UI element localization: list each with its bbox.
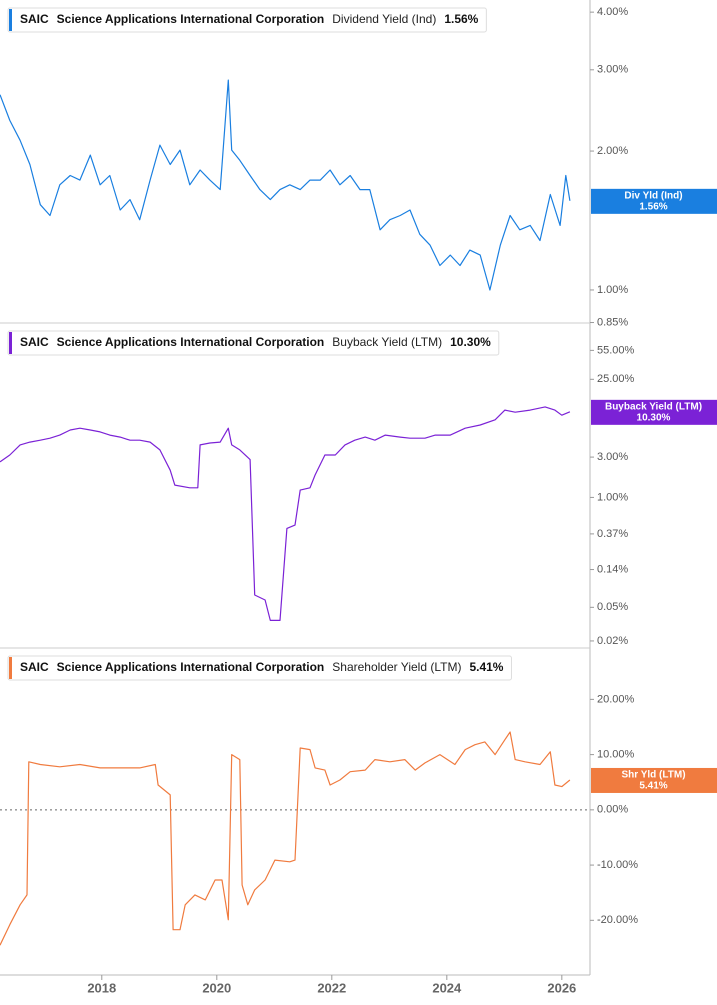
- y-tick-label: 55.00%: [597, 344, 635, 356]
- y-tick-label: 0.37%: [597, 528, 628, 540]
- y-tick-label: 4.00%: [597, 6, 628, 18]
- last-value: 10.30%: [450, 335, 491, 349]
- y-tick-label: 0.85%: [597, 316, 628, 328]
- y-tick-label: 3.00%: [597, 64, 628, 76]
- value-badge: [591, 767, 717, 793]
- series-line: [0, 406, 571, 621]
- y-tick-label: 0.00%: [597, 804, 628, 816]
- company-name: Science Applications International Corpo…: [57, 335, 325, 349]
- y-tick-label: 2.00%: [597, 145, 628, 157]
- y-tick-label: 25.00%: [597, 373, 635, 385]
- header-accent: [9, 332, 12, 354]
- value-badge: [591, 188, 717, 214]
- y-tick-label: 3.00%: [597, 451, 628, 463]
- y-tick-label: 0.14%: [597, 563, 628, 575]
- header-box: [7, 7, 487, 33]
- metric-name: Dividend Yield (Ind): [332, 12, 436, 26]
- metric-name: Buyback Yield (LTM): [332, 335, 442, 349]
- ticker: SAIC: [20, 335, 49, 349]
- header-box: [7, 655, 512, 681]
- header-box: [7, 330, 500, 356]
- badge-label: Shr Yld (LTM): [621, 770, 685, 781]
- badge-value: 1.56%: [639, 201, 667, 212]
- last-value: 5.41%: [469, 660, 503, 674]
- header-accent: [9, 657, 12, 679]
- y-tick-label: 10.00%: [597, 749, 635, 761]
- x-tick-label: 2024: [432, 980, 462, 995]
- y-tick-label: -20.00%: [597, 914, 638, 926]
- series-line: [0, 79, 571, 291]
- series-line: [0, 731, 571, 946]
- badge-value: 10.30%: [637, 412, 671, 423]
- value-badge: [591, 399, 717, 425]
- company-name: Science Applications International Corpo…: [57, 660, 325, 674]
- panel-header: SAIC Science Applications International C…: [7, 330, 500, 356]
- y-tick-label: -10.00%: [597, 859, 638, 871]
- ticker: SAIC: [20, 660, 49, 674]
- last-value: 1.56%: [444, 12, 478, 26]
- x-tick-label: 2022: [317, 980, 346, 995]
- badge-label: Div Yld (Ind): [624, 190, 682, 201]
- y-tick-label: 1.00%: [597, 284, 628, 296]
- panel-header: SAIC Science Applications International C…: [7, 655, 512, 681]
- company-name: Science Applications International Corpo…: [57, 12, 325, 26]
- badge-label: Buyback Yield (LTM): [605, 401, 702, 412]
- header-accent: [9, 9, 12, 31]
- y-tick-label: 0.02%: [597, 635, 628, 647]
- x-tick-label: 2018: [87, 980, 116, 995]
- y-tick-label: 1.00%: [597, 491, 628, 503]
- badge-value: 5.41%: [639, 781, 667, 792]
- x-tick-label: 2026: [547, 980, 576, 995]
- y-tick-label: 20.00%: [597, 693, 635, 705]
- x-tick-label: 2020: [202, 980, 231, 995]
- metric-name: Shareholder Yield (LTM): [332, 660, 461, 674]
- y-tick-label: 0.05%: [597, 601, 628, 613]
- ticker: SAIC: [20, 12, 49, 26]
- panel-header: SAIC Science Applications International C…: [7, 7, 487, 33]
